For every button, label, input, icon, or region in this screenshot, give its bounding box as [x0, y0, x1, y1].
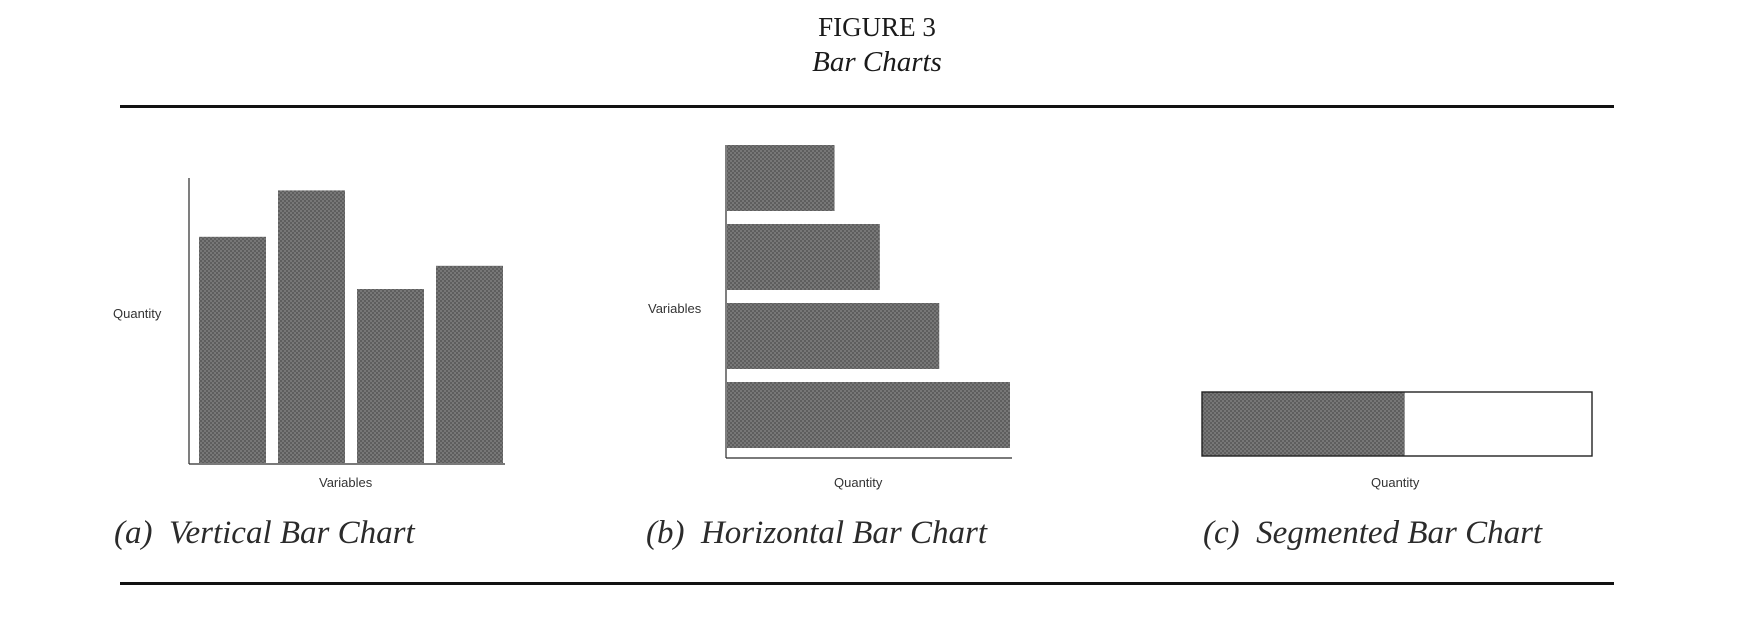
- horizontal-bar-2: [727, 224, 880, 290]
- segmented-bar-outline: [1201, 391, 1593, 457]
- horizontal-bar-1: [727, 145, 835, 211]
- figure-number: FIGURE 3: [818, 12, 936, 42]
- horizontal-chart-x-label: Quantity: [834, 475, 883, 490]
- vertical-bar-4: [436, 265, 503, 463]
- bottom-rule: [120, 582, 1614, 585]
- segmented-chart-x-label: Quantity: [1371, 475, 1420, 490]
- vertical-chart-caption: (a) Vertical Bar Chart: [114, 515, 415, 551]
- horizontal-bars: [727, 145, 1010, 448]
- vertical-bars: [199, 190, 503, 463]
- vertical-bar-3: [357, 289, 424, 463]
- horizontal-bar-3: [727, 303, 940, 369]
- horizontal-chart-y-label: Variables: [648, 301, 702, 316]
- horizontal-bar-chart: Variables Quantity (b) Horizontal Bar Ch…: [646, 145, 1012, 551]
- horizontal-chart-caption: (b) Horizontal Bar Chart: [646, 515, 988, 551]
- segmented-bar: [1201, 391, 1593, 457]
- figure-caption: Bar Charts: [812, 46, 942, 78]
- vertical-bar-2: [278, 190, 345, 463]
- segment-1-filled: [1202, 392, 1405, 456]
- horizontal-bar-4: [727, 382, 1010, 448]
- vertical-bar-chart: Quantity Variables (a) Vertical Bar Char…: [113, 178, 505, 551]
- segmented-chart-caption: (c) Segmented Bar Chart: [1203, 515, 1543, 551]
- segmented-bar-chart: Quantity (c) Segmented Bar Chart: [1201, 391, 1593, 551]
- vertical-chart-x-label: Variables: [319, 475, 373, 490]
- vertical-chart-y-label: Quantity: [113, 306, 162, 321]
- vertical-bar-1: [199, 236, 266, 463]
- segment-2-empty: [1404, 392, 1592, 456]
- top-rule: [120, 105, 1614, 108]
